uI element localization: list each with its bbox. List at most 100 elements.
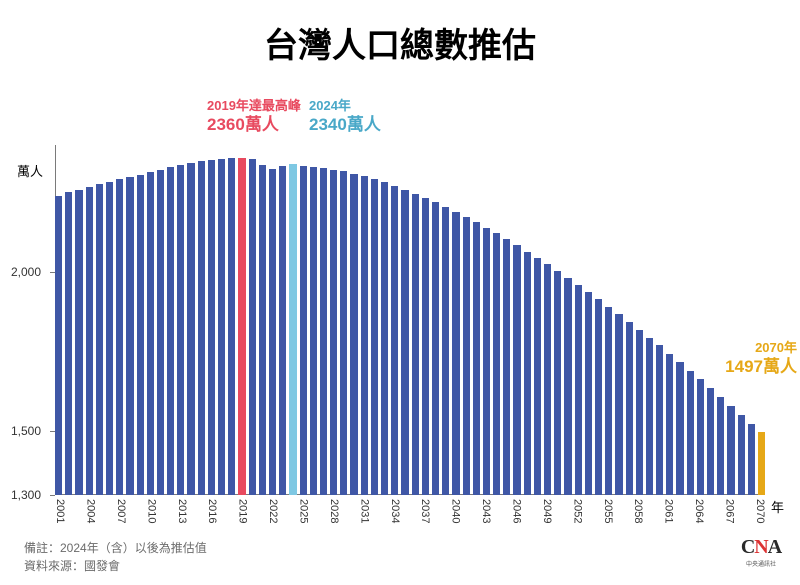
footnote-1: 備註：2024年（含）以後為推估值 xyxy=(24,539,207,557)
bar xyxy=(513,245,520,495)
bar xyxy=(167,167,174,495)
x-tick: 2031 xyxy=(358,499,370,523)
x-tick: 2049 xyxy=(541,499,553,523)
bar xyxy=(116,179,123,495)
bar xyxy=(228,158,235,495)
annotation-2024-line1: 2024年 xyxy=(309,98,381,114)
bar xyxy=(738,415,745,496)
bar xyxy=(289,164,296,495)
bar xyxy=(106,182,113,495)
bar xyxy=(422,198,429,495)
bar xyxy=(371,179,378,495)
bar xyxy=(391,186,398,495)
source-logo: CNA 中央通訊社 xyxy=(736,537,786,569)
bar xyxy=(717,397,724,495)
x-tick: 2055 xyxy=(602,499,614,523)
x-tick: 2022 xyxy=(267,499,279,523)
x-tick: 2019 xyxy=(237,499,249,523)
bar xyxy=(666,354,673,495)
bar xyxy=(208,160,215,495)
annotation-peak-value: 2360萬人 xyxy=(207,114,301,135)
bar xyxy=(605,307,612,495)
bar xyxy=(452,212,459,495)
x-tick: 2004 xyxy=(85,499,97,523)
bar xyxy=(707,388,714,495)
x-tick: 2034 xyxy=(389,499,401,523)
bar xyxy=(534,258,541,495)
bar xyxy=(350,174,357,495)
y-tick: 2,000 xyxy=(11,265,41,279)
bar xyxy=(503,239,510,495)
bar xyxy=(656,345,663,495)
x-tick: 2043 xyxy=(480,499,492,523)
bar xyxy=(646,338,653,496)
annotation-peak: 2019年達最高峰 2360萬人 xyxy=(207,98,301,136)
bar xyxy=(575,285,582,495)
footnote-2: 資料來源：國發會 xyxy=(24,557,207,575)
x-tick: 2067 xyxy=(724,499,736,523)
bar xyxy=(96,184,103,495)
bar xyxy=(636,330,643,495)
x-tick: 2010 xyxy=(145,499,157,523)
bar xyxy=(65,192,72,495)
plot-area: 萬人 1,3001,5002,000 200120042007201020132… xyxy=(55,145,765,495)
bar xyxy=(300,166,307,495)
x-tick: 2037 xyxy=(419,499,431,523)
annotation-peak-line1: 2019年達最高峰 xyxy=(207,98,301,114)
x-tick: 2028 xyxy=(328,499,340,523)
bar xyxy=(361,176,368,495)
x-tick: 2025 xyxy=(298,499,310,523)
x-tick: 2052 xyxy=(571,499,583,523)
bar xyxy=(279,166,286,495)
bar xyxy=(198,161,205,495)
bar xyxy=(432,202,439,495)
x-tick: 2016 xyxy=(206,499,218,523)
bar xyxy=(687,371,694,495)
bars-container xyxy=(55,145,765,495)
bar xyxy=(126,177,133,495)
bar xyxy=(177,165,184,495)
x-tick: 2007 xyxy=(115,499,127,523)
logo-text: CNA xyxy=(741,536,781,558)
bar xyxy=(86,187,93,495)
x-tick: 2070 xyxy=(754,499,766,523)
y-tick: 1,500 xyxy=(11,424,41,438)
bar xyxy=(615,314,622,495)
bar xyxy=(585,292,592,495)
bar xyxy=(55,196,62,495)
bar xyxy=(758,432,765,495)
bar xyxy=(442,207,449,495)
bar xyxy=(157,170,164,495)
chart-container: 台灣人口總數推估 2019年達最高峰 2360萬人 2024年 2340萬人 2… xyxy=(0,0,800,585)
bar xyxy=(238,158,245,495)
bar xyxy=(330,170,337,496)
bar xyxy=(310,167,317,495)
bar xyxy=(401,190,408,495)
x-tick: 2064 xyxy=(693,499,705,523)
annotation-2024: 2024年 2340萬人 xyxy=(309,98,381,136)
x-tick: 2061 xyxy=(663,499,675,523)
bar xyxy=(727,406,734,495)
bar xyxy=(554,271,561,495)
bar xyxy=(412,194,419,495)
bar xyxy=(748,424,755,495)
bar xyxy=(493,233,500,495)
bar xyxy=(218,159,225,495)
bar xyxy=(320,168,327,495)
bar xyxy=(187,163,194,495)
bar xyxy=(595,299,602,495)
bar xyxy=(473,222,480,495)
bar xyxy=(249,159,256,495)
bar xyxy=(259,165,266,495)
chart-title: 台灣人口總數推估 xyxy=(0,0,800,67)
x-tick: 2040 xyxy=(450,499,462,523)
x-tick: 2013 xyxy=(176,499,188,523)
x-tick: 2001 xyxy=(54,499,66,523)
bar xyxy=(524,252,531,495)
bar xyxy=(269,169,276,495)
bar xyxy=(340,171,347,495)
bar xyxy=(483,228,490,495)
footnotes: 備註：2024年（含）以後為推估值 資料來源：國發會 xyxy=(24,539,207,575)
x-tick: 2046 xyxy=(511,499,523,523)
y-axis-label: 萬人 xyxy=(17,161,43,180)
